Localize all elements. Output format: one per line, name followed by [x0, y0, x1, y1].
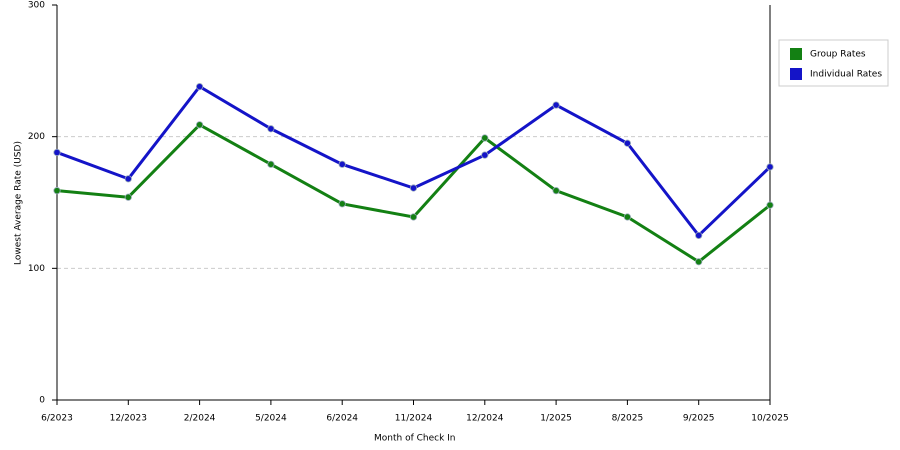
- data-point: [409, 184, 418, 192]
- data-point: [267, 160, 275, 168]
- data-point: [552, 101, 560, 109]
- data-point: [124, 193, 132, 201]
- data-point: [53, 148, 61, 157]
- data-point: [481, 151, 489, 159]
- data-point: [695, 231, 703, 240]
- y-tick-label: 0: [39, 396, 45, 406]
- x-tick-label: 2/2024: [184, 414, 216, 424]
- x-tick-label: 5/2024: [255, 414, 287, 424]
- legend-label: Group Rates: [810, 50, 866, 60]
- data-point: [338, 200, 346, 208]
- x-axis-label: Month of Check In: [374, 434, 456, 444]
- data-point: [695, 258, 703, 266]
- y-tick-label: 100: [28, 264, 45, 274]
- y-tick-label: 200: [28, 132, 45, 142]
- data-point: [481, 134, 489, 142]
- data-point: [623, 139, 632, 147]
- x-tick-label: 6/2023: [41, 414, 73, 424]
- data-point: [196, 121, 204, 129]
- data-point: [53, 187, 61, 195]
- y-axis-label: Lowest Average Rate (USD): [14, 141, 24, 265]
- data-point: [552, 187, 560, 195]
- data-point: [623, 213, 632, 221]
- data-point: [766, 201, 774, 209]
- x-tick-label: 11/2024: [395, 414, 433, 424]
- data-point: [338, 160, 346, 168]
- y-tick-label: 300: [28, 1, 45, 11]
- data-point: [196, 83, 204, 91]
- x-tick-label: 12/2023: [110, 414, 147, 424]
- x-tick-label: 9/2025: [683, 414, 715, 424]
- series-line: [56, 122, 771, 264]
- x-tick-label: 12/2024: [466, 414, 504, 424]
- x-tick-label: 8/2025: [612, 414, 644, 424]
- x-tick-label: 10/2025: [751, 414, 788, 424]
- x-tick-label: 6/2024: [326, 414, 358, 424]
- legend-label: Individual Rates: [810, 70, 882, 80]
- data-point: [267, 125, 275, 133]
- legend-swatch: [790, 68, 802, 80]
- data-point: [766, 163, 774, 171]
- x-tick-label: 1/2025: [540, 414, 572, 424]
- legend-swatch: [790, 48, 802, 60]
- data-point: [409, 213, 418, 221]
- data-point: [124, 175, 132, 183]
